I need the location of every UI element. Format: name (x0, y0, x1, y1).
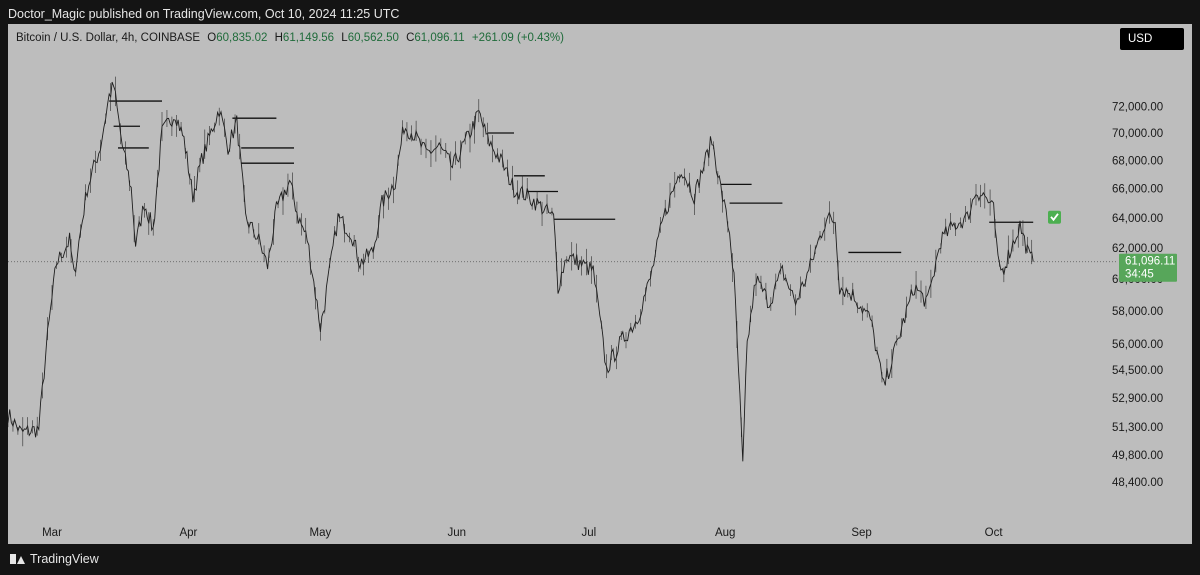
y-tick-label: 54,500.00 (1112, 365, 1163, 377)
price-chart[interactable]: 72,000.00 70,000.00 68,000.00 66,000.00 64,0… (8, 24, 1192, 544)
y-tick-label: 51,300.00 (1112, 422, 1163, 434)
tradingview-brand[interactable]: TradingView (10, 552, 99, 566)
currency-button[interactable]: USD (1120, 28, 1184, 50)
chart-area[interactable]: 72,000.00 70,000.00 68,000.00 66,000.00 64,0… (8, 24, 1192, 544)
check-mark-glyph (1050, 213, 1059, 222)
y-tick-label: 48,400.00 (1112, 477, 1163, 489)
symbol-legend: Bitcoin / U.S. Dollar, 4h, COINBASE O60,… (16, 32, 564, 44)
bar-countdown-text: 34:45 (1125, 269, 1154, 281)
open-value: 60,835.02 (216, 32, 268, 44)
symbol-name: Bitcoin / U.S. Dollar, 4h, COINBASE (16, 32, 201, 44)
y-tick-label: 66,000.00 (1112, 184, 1163, 196)
last-price-tag (1119, 253, 1177, 282)
tradingview-logo-icon (10, 554, 25, 564)
x-tick-label: Apr (179, 527, 197, 539)
y-tick-label: 58,000.00 (1112, 306, 1163, 318)
x-tick-label: Sep (851, 527, 871, 539)
last-price-text: 61,096.11 (1125, 256, 1175, 268)
footer: TradingView (0, 544, 1200, 575)
y-tick-label: 52,900.00 (1112, 393, 1163, 405)
x-tick-label: May (310, 527, 332, 539)
y-tick-label: 68,000.00 (1112, 155, 1163, 167)
close-value: 61,096.11 (414, 32, 465, 44)
close-label: C (406, 32, 415, 44)
brand-name: TradingView (30, 552, 99, 566)
y-tick-label: 56,000.00 (1112, 339, 1163, 351)
x-tick-label: Jun (448, 527, 467, 539)
low-label: L (341, 32, 348, 44)
y-tick-label: 62,000.00 (1112, 243, 1163, 255)
change-value: +261.09 (+0.43%) (471, 32, 564, 44)
y-tick-label: 49,800.00 (1112, 450, 1163, 462)
y-tick-label: 64,000.00 (1112, 213, 1163, 225)
y-tick-label: 72,000.00 (1112, 101, 1163, 113)
high-label: H (274, 32, 283, 44)
x-tick-label: Jul (581, 527, 596, 539)
x-tick-label: Mar (42, 527, 62, 539)
open-label: O (207, 32, 217, 44)
y-tick-label: 70,000.00 (1112, 128, 1163, 140)
high-value: 61,149.56 (282, 32, 335, 44)
x-tick-label: Aug (715, 527, 735, 539)
publisher-header: Doctor_Magic published on TradingView.co… (0, 0, 1200, 24)
x-tick-label: Oct (985, 527, 1004, 539)
publisher-text: Doctor_Magic published on TradingView.co… (8, 7, 400, 21)
low-value: 60,562.50 (347, 32, 399, 44)
